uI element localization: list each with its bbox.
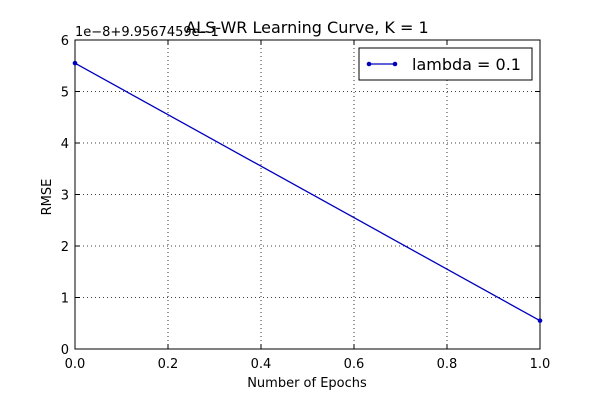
legend: lambda = 0.1	[358, 47, 533, 81]
y-axis-offset-label: 1e−8+9.9567459e−1	[75, 25, 219, 40]
legend-point-marker	[392, 61, 398, 67]
x-tick-label: 0.2	[158, 357, 179, 372]
x-tick-label: 1.0	[530, 357, 551, 372]
y-tick-label: 4	[61, 137, 69, 152]
data-point	[537, 318, 543, 323]
x-tick-label: 0.4	[251, 357, 272, 372]
y-tick-label: 6	[61, 34, 69, 49]
y-tick-label: 1	[61, 292, 69, 307]
grid-lines	[75, 40, 540, 349]
y-tick-label: 5	[61, 86, 69, 101]
x-axis-label: Number of Epochs	[247, 376, 367, 391]
y-tick-label: 0	[61, 343, 69, 358]
y-tick-label: 3	[61, 189, 69, 204]
data-point	[72, 60, 78, 66]
axis-ticks: 0.0 0.2 0.4 0.6 0.8 1.0 0 1 2 3 4 5 6	[61, 34, 551, 372]
chart-title: ALS-WR Learning Curve, K = 1	[185, 18, 428, 37]
x-tick-label: 0.0	[65, 357, 86, 372]
legend-point-marker	[366, 61, 372, 67]
data-series	[72, 60, 543, 323]
y-axis-label: RMSE	[40, 179, 55, 216]
y-tick-label: 2	[61, 240, 69, 255]
legend-entry-label: lambda = 0.1	[412, 55, 521, 74]
series-line	[74, 62, 541, 322]
x-tick-label: 0.6	[344, 357, 365, 372]
x-tick-label: 0.8	[437, 357, 458, 372]
